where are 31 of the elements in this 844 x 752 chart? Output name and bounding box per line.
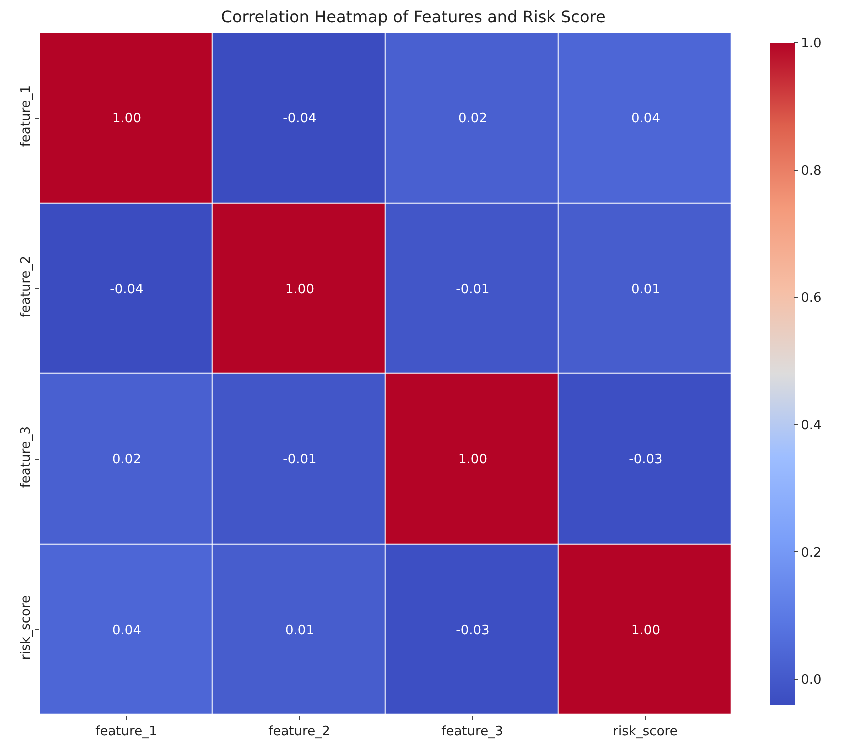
- data-label: 0.04: [112, 624, 142, 639]
- y-tick-label: feature_2: [18, 256, 34, 318]
- x-tick-label: feature_1: [96, 724, 158, 740]
- data-label: -0.03: [629, 452, 663, 468]
- color-bar-label: 0.4: [801, 418, 822, 434]
- color-bar-label: 0.0: [801, 673, 822, 688]
- y-tick-label: risk_score: [18, 595, 34, 660]
- data-label: 0.02: [458, 112, 488, 127]
- data-label: -0.03: [456, 624, 490, 639]
- color-bar-label: 0.6: [801, 291, 822, 306]
- data-label: 1.00: [112, 112, 142, 127]
- data-label: 0.01: [286, 624, 314, 639]
- data-label: 0.02: [112, 452, 142, 468]
- chart-title: Correlation Heatmap of Features and Risk Score: [221, 7, 606, 26]
- data-label: 0.04: [632, 112, 660, 127]
- y-tick-label: feature_3: [18, 426, 34, 488]
- x-tick-label: feature_3: [442, 724, 504, 740]
- data-label: -0.04: [110, 282, 144, 298]
- y-tick-label: feature_1: [18, 85, 34, 148]
- color-bar-label: 1.0: [801, 36, 822, 52]
- data-label: -0.04: [283, 112, 317, 127]
- data-label: 1.00: [632, 624, 660, 639]
- data-label: -0.01: [456, 282, 490, 298]
- data-label: -0.01: [283, 452, 317, 468]
- x-tick-label: risk_score: [613, 724, 678, 740]
- data-label: 1.00: [286, 282, 314, 298]
- data-label: 1.00: [458, 452, 488, 468]
- color-bar-label: 0.2: [801, 546, 822, 561]
- color-bar-label: 0.8: [801, 164, 822, 179]
- data-label: 0.01: [632, 282, 660, 298]
- x-tick-label: feature_2: [268, 724, 330, 740]
